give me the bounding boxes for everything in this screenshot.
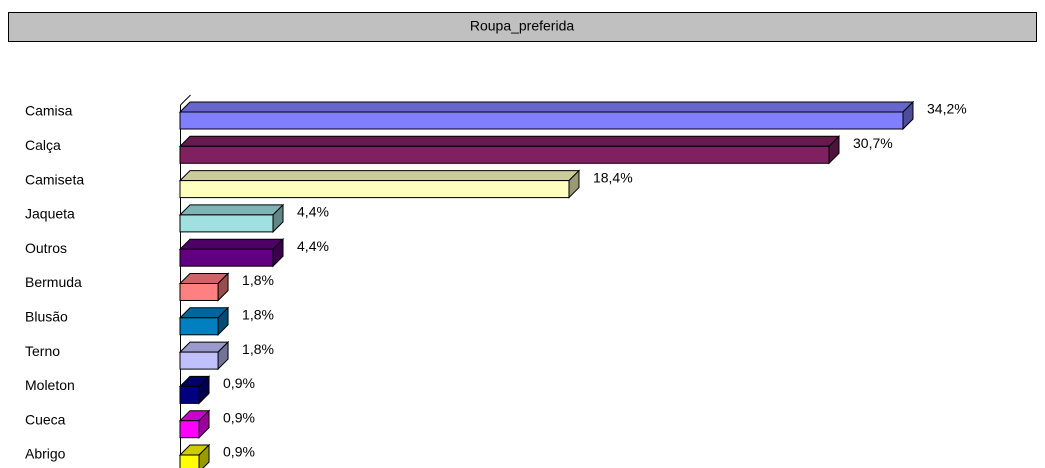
bar xyxy=(179,248,274,267)
bar xyxy=(179,283,219,301)
value-label: 0,9% xyxy=(223,444,255,460)
category-label: Camiseta xyxy=(25,171,84,187)
bar xyxy=(179,454,200,468)
category-label: Abrigo xyxy=(25,446,66,462)
value-label: 1,8% xyxy=(242,341,274,357)
bar xyxy=(179,351,219,370)
bar xyxy=(179,317,219,336)
category-label: Bermuda xyxy=(25,274,82,290)
bar xyxy=(179,214,274,233)
value-label: 18,4% xyxy=(593,169,633,185)
category-label: Terno xyxy=(25,343,60,359)
bar-top xyxy=(178,204,285,216)
bar-top xyxy=(178,135,841,147)
bar xyxy=(179,145,830,164)
category-label: Cueca xyxy=(25,411,66,427)
bar xyxy=(179,385,200,404)
bar xyxy=(179,111,904,130)
bar-top xyxy=(178,238,285,250)
category-label: Moleton xyxy=(25,377,75,393)
value-label: 4,4% xyxy=(297,238,329,254)
bar xyxy=(179,420,200,439)
bar-top xyxy=(178,101,915,113)
bar xyxy=(179,180,570,199)
category-label: Calça xyxy=(25,137,61,153)
value-label: 0,9% xyxy=(223,409,255,425)
category-label: Outros xyxy=(25,240,67,256)
axis-wall-top xyxy=(180,94,191,106)
title-bar xyxy=(8,12,1037,42)
value-label: 1,8% xyxy=(242,272,274,288)
category-label: Blusão xyxy=(25,309,68,325)
bar-top xyxy=(178,170,581,182)
category-label: Camisa xyxy=(25,103,73,119)
value-label: 30,7% xyxy=(853,135,893,151)
value-label: 1,8% xyxy=(242,307,274,323)
category-label: Jaqueta xyxy=(25,206,75,222)
value-label: 0,9% xyxy=(223,375,255,391)
value-label: 34,2% xyxy=(927,101,967,117)
chart-title: Roupa_preferida xyxy=(470,18,575,34)
value-label: 4,4% xyxy=(297,204,329,220)
